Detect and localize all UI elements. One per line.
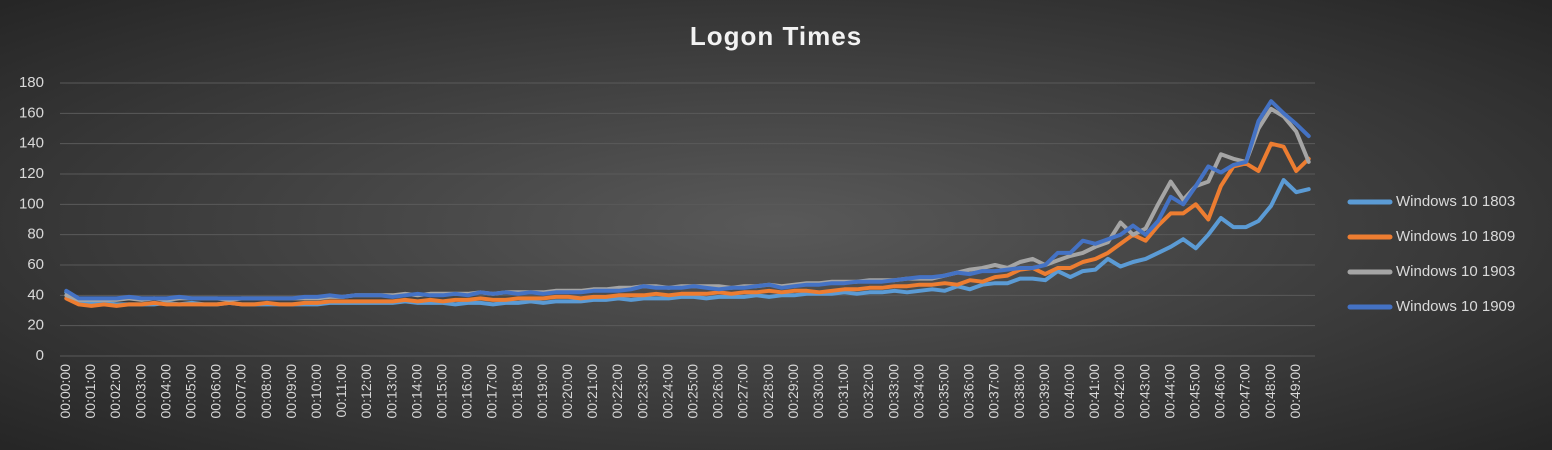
y-tick-label: 60 [27, 256, 44, 273]
x-tick-label: 00:15:00 [433, 364, 449, 419]
x-tick-label: 00:48:00 [1262, 364, 1278, 419]
legend-label: Windows 10 1903 [1396, 263, 1515, 280]
legend-label: Windows 10 1803 [1396, 193, 1515, 210]
x-tick-label: 00:19:00 [534, 364, 550, 419]
x-tick-label: 00:45:00 [1186, 364, 1202, 419]
x-tick-label: 00:06:00 [208, 364, 224, 419]
y-tick-label: 80 [27, 226, 44, 243]
x-tick-label: 00:09:00 [283, 364, 299, 419]
x-tick-label: 00:10:00 [308, 364, 324, 419]
y-tick-label: 0 [36, 347, 44, 364]
x-tick-label: 00:27:00 [735, 364, 751, 419]
x-tick-label: 00:26:00 [710, 364, 726, 419]
x-tick-label: 00:34:00 [910, 364, 926, 419]
x-tick-label: 00:37:00 [986, 364, 1002, 419]
x-tick-label: 00:17:00 [484, 364, 500, 419]
x-tick-label: 00:47:00 [1237, 364, 1253, 419]
x-tick-label: 00:40:00 [1061, 364, 1077, 419]
x-tick-label: 00:44:00 [1161, 364, 1177, 419]
y-tick-label: 160 [19, 104, 44, 121]
x-tick-label: 00:03:00 [132, 364, 148, 419]
x-tick-label: 00:29:00 [785, 364, 801, 419]
x-tick-label: 00:04:00 [157, 364, 173, 419]
x-tick-label: 00:20:00 [559, 364, 575, 419]
y-tick-label: 180 [19, 74, 44, 91]
y-tick-label: 100 [19, 195, 44, 212]
x-tick-label: 00:14:00 [408, 364, 424, 419]
x-tick-label: 00:46:00 [1212, 364, 1228, 419]
y-tick-label: 120 [19, 165, 44, 182]
x-tick-label: 00:16:00 [459, 364, 475, 419]
x-tick-label: 00:18:00 [509, 364, 525, 419]
x-tick-label: 00:22:00 [609, 364, 625, 419]
series-line [64, 141, 1311, 308]
x-tick-label: 00:11:00 [333, 364, 349, 418]
x-tick-label: 00:42:00 [1111, 364, 1127, 419]
chart-title: Logon Times [690, 21, 862, 51]
x-tick-label: 00:31:00 [835, 364, 851, 419]
y-tick-label: 140 [19, 135, 44, 152]
x-tick-label: 00:41:00 [1086, 364, 1102, 419]
x-tick-label: 00:25:00 [684, 364, 700, 419]
x-tick-label: 00:39:00 [1036, 364, 1052, 419]
x-tick-label: 00:33:00 [885, 364, 901, 419]
x-tick-label: 00:38:00 [1011, 364, 1027, 419]
series-line [64, 99, 1311, 301]
x-tick-label: 00:30:00 [810, 364, 826, 419]
x-tick-label: 00:49:00 [1287, 364, 1303, 419]
x-tick-label: 00:07:00 [233, 364, 249, 419]
x-tick-label: 00:23:00 [634, 364, 650, 419]
y-tick-label: 20 [27, 317, 44, 334]
x-tick-label: 00:01:00 [82, 364, 98, 419]
x-tick-label: 00:13:00 [383, 364, 399, 419]
x-tick-label: 00:24:00 [659, 364, 675, 419]
x-tick-label: 00:05:00 [182, 364, 198, 419]
legend-label: Windows 10 1809 [1396, 228, 1515, 245]
x-tick-label: 00:28:00 [760, 364, 776, 419]
x-tick-label: 00:00:00 [57, 364, 73, 419]
x-tick-label: 00:21:00 [584, 364, 600, 419]
y-tick-label: 40 [27, 286, 44, 303]
x-tick-label: 00:12:00 [358, 364, 374, 419]
x-tick-label: 00:36:00 [961, 364, 977, 419]
x-tick-label: 00:43:00 [1136, 364, 1152, 419]
x-tick-label: 00:08:00 [258, 364, 274, 419]
x-tick-label: 00:35:00 [935, 364, 951, 419]
x-tick-label: 00:32:00 [860, 364, 876, 419]
x-tick-label: 00:02:00 [107, 364, 123, 419]
legend-label: Windows 10 1909 [1396, 298, 1515, 315]
